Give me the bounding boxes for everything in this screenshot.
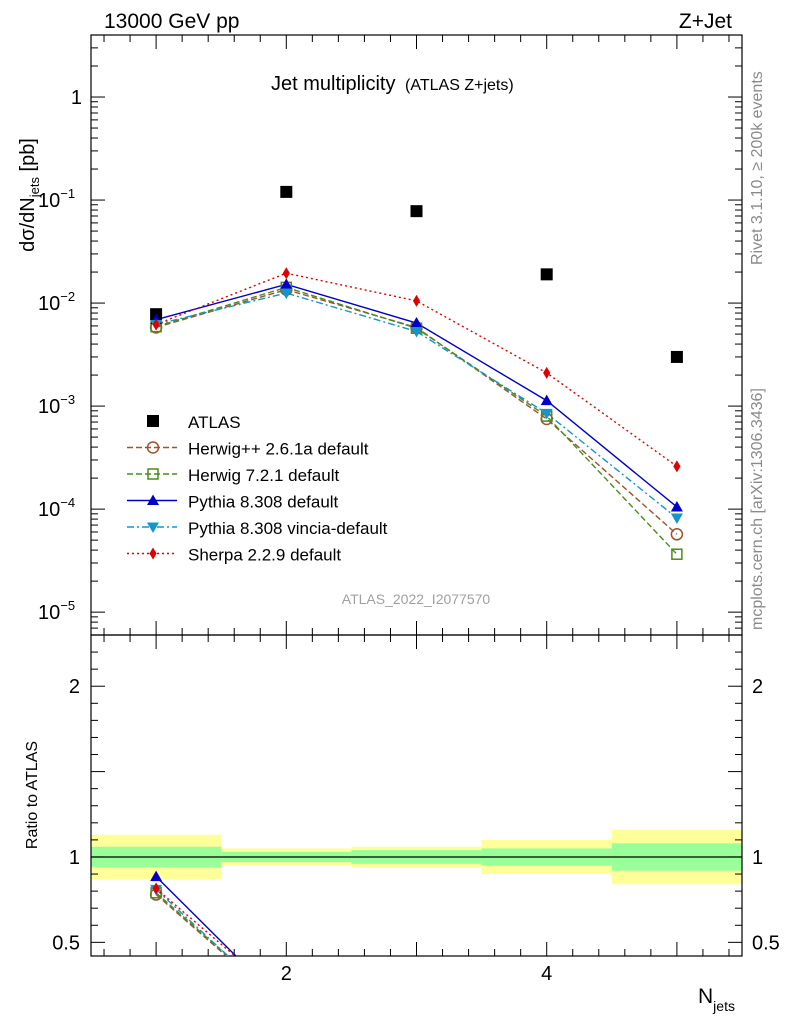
mc-point	[673, 460, 681, 473]
plot-title: Jet multiplicity (ATLAS Z+jets)	[271, 73, 514, 95]
mc-point	[542, 1016, 552, 1024]
legend-label: Pythia 8.308 vincia-default	[188, 519, 388, 538]
mc-point	[671, 1019, 682, 1024]
mc-point	[412, 294, 421, 307]
main-y-axis-label: dσ/dNjets [pb]	[17, 138, 42, 252]
legend-label: Sherpa 2.2.9 default	[188, 546, 341, 565]
mc-point	[147, 494, 159, 505]
mc-point	[281, 1003, 291, 1013]
ratio-line-herwigpp	[155, 894, 228, 956]
mc-point	[670, 528, 684, 541]
mc-point	[672, 1021, 682, 1024]
main-series-markers	[149, 185, 684, 560]
legend-label: Pythia 8.308 default	[188, 493, 339, 512]
ratio-series-lines	[149, 870, 683, 1024]
mc-point	[671, 1016, 683, 1024]
mc-point	[410, 326, 423, 338]
mc-point	[540, 394, 553, 406]
data-point	[410, 205, 423, 218]
mc-point	[411, 1012, 423, 1023]
mc-point	[543, 366, 551, 379]
ratio-y-tick-label: 1	[69, 847, 80, 869]
x-tick-label: 2	[281, 963, 292, 985]
mc-point	[541, 1016, 553, 1024]
ratio-y-tick-label: 2	[752, 676, 763, 698]
mc-point	[146, 441, 160, 454]
energy-label: 13000 GeV pp	[104, 10, 239, 33]
y-tick-label: 1	[71, 87, 82, 109]
axis-ticks: 2 4 10−5 10−4 10−3 10−2 10−1 1 0.5 0.5 1 1 2 2	[38, 34, 780, 985]
rivet-version-label: Rivet 3.1.10, ≥ 200k events	[749, 71, 766, 265]
mc-point	[671, 548, 683, 560]
ratio-y-tick-label: 2	[69, 676, 80, 698]
mc-point	[147, 522, 159, 533]
x-axis-label: Njets	[698, 985, 735, 1014]
ratio-line-herwig7	[155, 892, 229, 956]
mc-point	[670, 513, 683, 524]
legend-label: ATLAS	[188, 413, 241, 432]
process-label: Z+Jet	[679, 10, 732, 33]
mc-point	[413, 999, 420, 1011]
data-point	[540, 268, 553, 281]
mc-point	[541, 1015, 552, 1024]
mc-point	[281, 1003, 292, 1014]
ratio-y-tick-label: 0.5	[752, 932, 780, 954]
mc-point	[412, 1010, 422, 1020]
legend-label: Herwig++ 2.6.1a default	[188, 440, 369, 459]
ratio-y-tick-label: 1	[752, 847, 763, 869]
x-tick-label: 4	[541, 963, 552, 985]
data-point	[670, 350, 683, 363]
mc-point	[280, 1005, 292, 1016]
mc-point	[147, 468, 159, 480]
mc-point	[283, 994, 290, 1006]
mc-point	[149, 547, 157, 560]
mc-point	[152, 882, 160, 895]
mc-point	[543, 1003, 550, 1015]
mc-point	[673, 1007, 680, 1019]
mc-point	[282, 267, 290, 280]
mc-point	[411, 1010, 422, 1021]
mc-point	[671, 1019, 683, 1024]
ratio-y-axis-label: Ratio to ATLAS	[24, 741, 41, 849]
y-tick-label: 10−5	[38, 598, 75, 624]
legend: ATLAS Herwig++ 2.6.1a default Herwig 7.2.1…	[127, 413, 388, 565]
y-tick-label: 10−3	[38, 392, 75, 418]
mc-point	[280, 288, 293, 300]
analysis-watermark: ATLAS_2022_I2077570	[342, 591, 491, 607]
legend-label: Herwig 7.2.1 default	[188, 466, 339, 485]
y-tick-label: 10−2	[38, 289, 75, 315]
data-point	[280, 185, 293, 198]
mc-point	[410, 317, 423, 328]
mc-point	[152, 318, 160, 331]
mc-point	[540, 408, 553, 420]
mc-point	[280, 278, 293, 289]
mc-point	[411, 1008, 423, 1019]
ratio-plot-frame	[90, 634, 743, 957]
ratio-bands	[91, 829, 742, 885]
mc-point	[150, 870, 163, 882]
y-tick-label: 10−4	[38, 495, 75, 521]
mc-point	[670, 500, 683, 512]
data-point	[147, 415, 159, 427]
mc-point	[280, 1000, 292, 1011]
mcplots-reference-label: mcplots.cern.ch [arXiv:1306.3436]	[749, 388, 766, 630]
ratio-y-tick-label: 0.5	[52, 932, 80, 954]
series-line-sherpa	[155, 272, 678, 467]
y-tick-label: 10−1	[38, 186, 75, 212]
mc-point	[541, 1012, 553, 1023]
